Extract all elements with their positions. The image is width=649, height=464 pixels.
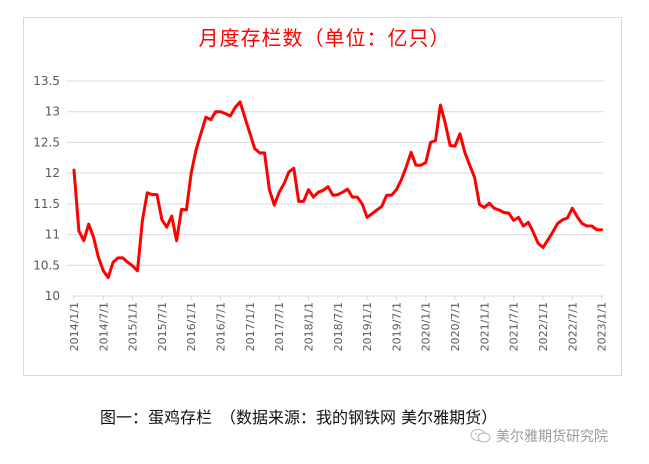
- y-tick-label: 11: [45, 228, 60, 242]
- watermark: 美尔雅期货研究院: [470, 426, 608, 446]
- x-tick-label: 2022/7/1: [566, 302, 579, 351]
- y-tick-label: 11.5: [33, 197, 60, 211]
- wechat-icon: [470, 429, 491, 443]
- x-tick-label: 2019/1/1: [361, 302, 374, 351]
- x-tick-label: 2015/1/1: [127, 302, 140, 351]
- x-tick-label: 2016/7/1: [215, 302, 228, 351]
- x-tick-label: 2018/1/1: [302, 302, 315, 351]
- x-tick-label: 2017/7/1: [273, 302, 286, 351]
- x-tick-label: 2014/1/1: [68, 302, 81, 351]
- y-tick-label: 13: [45, 105, 60, 119]
- y-tick-label: 10.5: [33, 258, 60, 272]
- figure-caption: 图一：蛋鸡存栏 （数据来源：我的钢铁网 美尔雅期货）: [100, 408, 498, 427]
- x-tick-label: 2015/7/1: [156, 302, 169, 351]
- x-tick-label: 2021/1/1: [478, 302, 491, 351]
- x-tick-label: 2017/1/1: [244, 302, 257, 351]
- x-tick-label: 2018/7/1: [332, 302, 345, 351]
- x-tick-label: 2021/7/1: [508, 302, 521, 351]
- y-tick-label: 13.5: [33, 74, 60, 88]
- chart-frame: [23, 17, 622, 376]
- x-tick-label: 2014/7/1: [97, 302, 110, 351]
- y-tick-label: 12.5: [33, 135, 60, 149]
- y-axis-ticks: 13.5 13 12.5 12 11.5 11 10.5 10: [33, 74, 60, 303]
- watermark-text: 美尔雅期货研究院: [496, 429, 608, 445]
- y-tick-label: 12: [45, 166, 60, 180]
- stock-series-line: [72, 100, 604, 280]
- x-tick-label: 2020/1/1: [420, 302, 433, 351]
- x-tick-label: 2019/7/1: [390, 302, 403, 351]
- chart-title: 月度存栏数（单位：亿只）: [198, 26, 451, 50]
- y-tick-label: 10: [45, 289, 60, 303]
- x-tick-label: 2016/1/1: [185, 302, 198, 351]
- x-axis: 2014/1/1 2014/7/1 2015/1/1 2015/7/1 2016/1/1…: [68, 295, 609, 351]
- gridlines: [67, 80, 604, 266]
- x-tick-label: 2022/1/1: [537, 302, 550, 351]
- x-tick-label: 2020/7/1: [449, 302, 462, 351]
- x-tick-label: 2023/1/1: [596, 302, 609, 351]
- line-chart: 13.5 13 12.5 12 11.5 11 10.5 10 2014/1/1 2014/7/…: [33, 74, 609, 351]
